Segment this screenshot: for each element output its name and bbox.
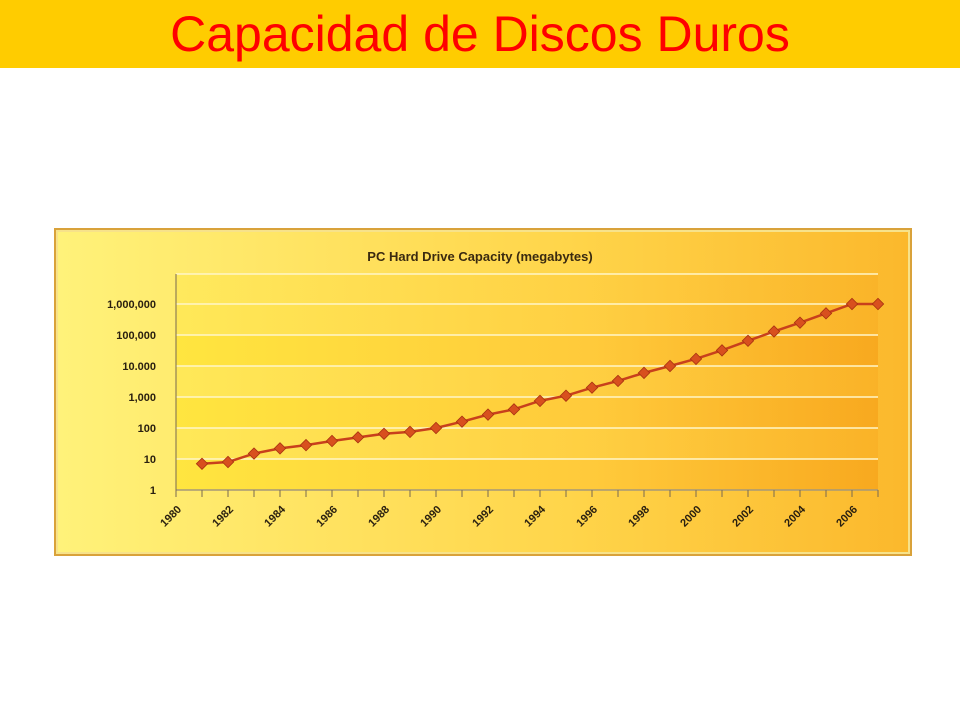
plot-band bbox=[176, 335, 878, 366]
data-point-marker bbox=[767, 325, 781, 338]
data-point-marker bbox=[611, 374, 625, 388]
data-point-marker bbox=[273, 442, 287, 455]
data-point-marker bbox=[247, 447, 261, 460]
data-point-marker bbox=[325, 434, 339, 448]
plot-band bbox=[176, 428, 878, 459]
y-tick-label: 10.000 bbox=[122, 361, 156, 373]
data-point-marker bbox=[715, 344, 729, 357]
data-point-marker bbox=[299, 438, 313, 452]
y-tick-label: 1,000 bbox=[128, 392, 156, 404]
data-point-marker bbox=[663, 359, 677, 373]
data-point-marker bbox=[195, 457, 209, 471]
y-tick-label: 1,000,000 bbox=[107, 299, 156, 311]
data-point-marker bbox=[403, 425, 417, 439]
data-point-marker bbox=[845, 297, 859, 311]
data-point-marker bbox=[559, 389, 573, 402]
title-bar bbox=[0, 0, 960, 68]
y-tick-label: 100,000 bbox=[116, 330, 156, 342]
data-point-marker bbox=[637, 366, 651, 380]
data-point-marker bbox=[871, 297, 885, 311]
plot-band bbox=[176, 304, 878, 335]
data-point-marker bbox=[507, 403, 521, 416]
chart-title: PC Hard Drive Capacity (megabytes) bbox=[367, 249, 592, 264]
data-point-marker bbox=[793, 316, 807, 329]
plot-band bbox=[176, 459, 878, 490]
data-point-marker bbox=[689, 352, 703, 366]
plot-band bbox=[176, 366, 878, 397]
plot-band bbox=[176, 397, 878, 428]
plot-band bbox=[176, 274, 878, 304]
page-title: Capacidad de Discos Duros bbox=[170, 6, 790, 62]
data-point-marker bbox=[429, 421, 443, 435]
y-tick-label: 100 bbox=[138, 423, 156, 435]
data-point-marker bbox=[585, 381, 599, 394]
data-point-marker bbox=[455, 415, 469, 428]
data-point-marker bbox=[351, 431, 365, 444]
data-point-marker bbox=[377, 427, 391, 441]
y-tick-label: 10 bbox=[144, 454, 156, 466]
chart-frame: 1 10 100 1,000 10.000 100,000 1,000,000 1980 19… bbox=[54, 228, 912, 556]
data-point-marker bbox=[533, 394, 547, 408]
data-point-marker bbox=[481, 408, 495, 421]
y-tick-label: 1 bbox=[150, 485, 156, 497]
y-tick-labels: 1 10 100 1,000 10.000 100,000 1,000,000 bbox=[107, 299, 156, 497]
data-point-marker bbox=[819, 307, 833, 320]
data-point-marker bbox=[221, 455, 235, 469]
plot-bands bbox=[176, 274, 878, 490]
series-markers bbox=[195, 297, 885, 471]
data-point-marker bbox=[741, 334, 755, 348]
axes bbox=[175, 274, 879, 497]
